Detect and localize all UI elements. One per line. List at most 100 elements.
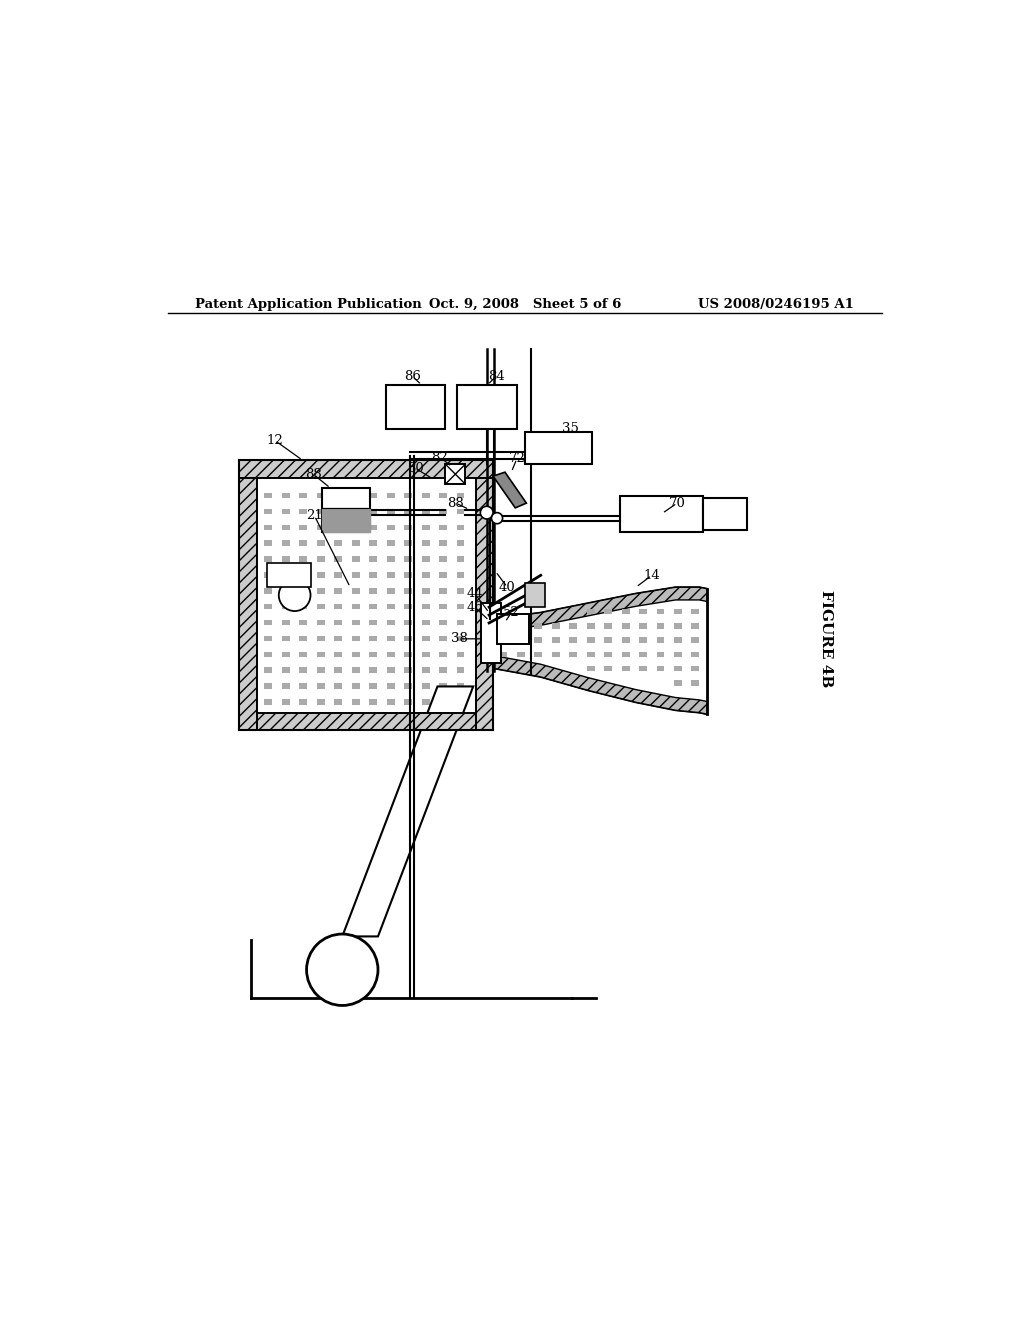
Bar — [352, 556, 359, 562]
Bar — [552, 638, 560, 643]
Bar — [370, 508, 377, 515]
Bar — [569, 638, 578, 643]
Bar — [316, 492, 325, 499]
Bar — [439, 620, 447, 626]
Polygon shape — [240, 461, 494, 478]
Bar — [370, 620, 377, 626]
Bar — [622, 652, 630, 657]
Bar — [457, 605, 465, 610]
Bar — [334, 556, 342, 562]
Bar — [439, 652, 447, 657]
Bar — [316, 605, 325, 610]
Bar — [457, 556, 465, 562]
Polygon shape — [475, 461, 494, 730]
Bar — [604, 638, 612, 643]
Bar — [587, 623, 595, 628]
Polygon shape — [494, 587, 708, 714]
Bar — [316, 508, 325, 515]
Bar — [439, 700, 447, 705]
Bar — [404, 700, 412, 705]
Bar — [404, 668, 412, 673]
Bar — [535, 623, 543, 628]
Bar — [282, 524, 290, 531]
Bar — [422, 684, 430, 689]
Bar — [691, 609, 699, 614]
Text: 35: 35 — [561, 422, 579, 436]
Bar — [422, 620, 430, 626]
Bar — [422, 668, 430, 673]
Bar — [264, 572, 272, 578]
Bar — [691, 665, 699, 672]
Bar — [282, 700, 290, 705]
Bar — [316, 620, 325, 626]
Bar — [457, 620, 465, 626]
Bar — [691, 652, 699, 657]
Bar — [439, 605, 447, 610]
Text: 46: 46 — [466, 601, 483, 614]
Bar — [674, 665, 682, 672]
Bar — [334, 572, 342, 578]
Bar — [639, 609, 647, 614]
Bar — [316, 668, 325, 673]
Bar — [352, 540, 359, 546]
Bar — [334, 684, 342, 689]
Bar — [422, 540, 430, 546]
Bar — [370, 636, 377, 642]
Bar — [517, 652, 524, 657]
Bar — [674, 609, 682, 614]
Text: 14: 14 — [643, 569, 660, 582]
Bar — [387, 605, 394, 610]
Bar — [639, 652, 647, 657]
Bar — [387, 492, 394, 499]
Bar — [299, 636, 307, 642]
Bar — [282, 684, 290, 689]
Bar — [316, 572, 325, 578]
Bar — [457, 668, 465, 673]
Bar — [299, 508, 307, 515]
Bar — [386, 385, 445, 429]
Polygon shape — [494, 599, 708, 701]
Bar — [674, 680, 682, 685]
Bar — [352, 668, 359, 673]
Text: Patent Application Publication: Patent Application Publication — [196, 298, 422, 312]
Bar — [352, 572, 359, 578]
Bar — [439, 636, 447, 642]
Bar — [604, 652, 612, 657]
Bar — [282, 572, 290, 578]
Bar — [370, 652, 377, 657]
Bar — [439, 508, 447, 515]
Circle shape — [480, 507, 494, 519]
Bar — [334, 524, 342, 531]
Bar — [282, 492, 290, 499]
Bar — [691, 623, 699, 628]
Bar — [439, 572, 447, 578]
Bar — [323, 488, 370, 532]
Bar — [439, 587, 447, 594]
Text: 40: 40 — [499, 581, 516, 594]
Text: 52: 52 — [503, 606, 520, 619]
Bar — [264, 540, 272, 546]
Bar — [622, 609, 630, 614]
Bar — [404, 508, 412, 515]
Bar — [264, 652, 272, 657]
Polygon shape — [494, 587, 708, 632]
Bar — [334, 605, 342, 610]
Bar — [299, 652, 307, 657]
Bar — [656, 609, 665, 614]
Bar — [267, 564, 310, 587]
Bar — [439, 668, 447, 673]
Bar — [457, 572, 465, 578]
Bar — [639, 665, 647, 672]
Bar — [282, 556, 290, 562]
Bar — [457, 684, 465, 689]
Text: Oct. 9, 2008   Sheet 5 of 6: Oct. 9, 2008 Sheet 5 of 6 — [429, 298, 621, 312]
Bar — [264, 700, 272, 705]
Bar — [404, 620, 412, 626]
Bar — [264, 668, 272, 673]
Bar — [282, 540, 290, 546]
Bar — [458, 385, 517, 429]
Bar — [370, 492, 377, 499]
Bar — [316, 540, 325, 546]
Polygon shape — [240, 461, 257, 730]
Bar — [604, 609, 612, 614]
